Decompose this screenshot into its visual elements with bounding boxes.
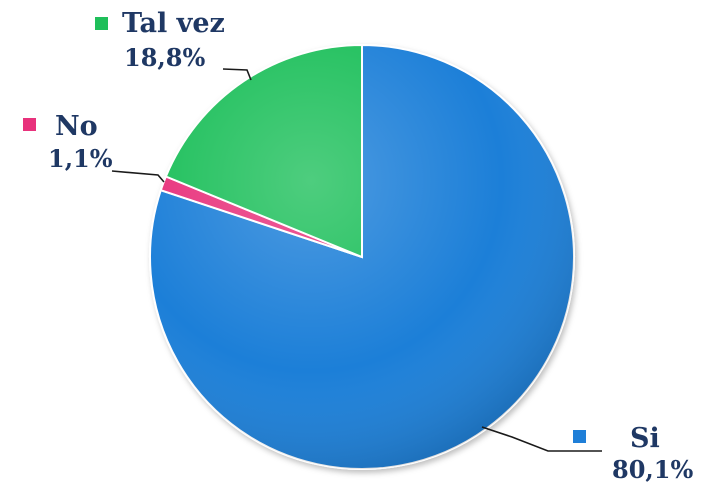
legend-marker-si	[573, 430, 586, 443]
value-si: 80,1%	[612, 455, 693, 484]
leader-line-no	[111, 170, 165, 183]
value-no: 1,1%	[48, 144, 113, 173]
label-tal-vez: Tal vez	[122, 8, 225, 39]
data-label-si: Si 80,1%	[481, 423, 693, 484]
label-no: No	[55, 111, 98, 142]
legend-marker-tal-vez	[95, 17, 108, 30]
legend-marker-no	[23, 118, 36, 131]
value-tal-vez: 18,8%	[124, 43, 205, 72]
leader-line-tal-vez	[222, 68, 252, 81]
data-label-no: No 1,1%	[23, 111, 165, 183]
pie-slices	[149, 43, 575, 470]
data-label-tal-vez: Tal vez 18,8%	[95, 8, 252, 81]
leader-line-si	[481, 426, 602, 452]
label-si: Si	[630, 423, 660, 454]
